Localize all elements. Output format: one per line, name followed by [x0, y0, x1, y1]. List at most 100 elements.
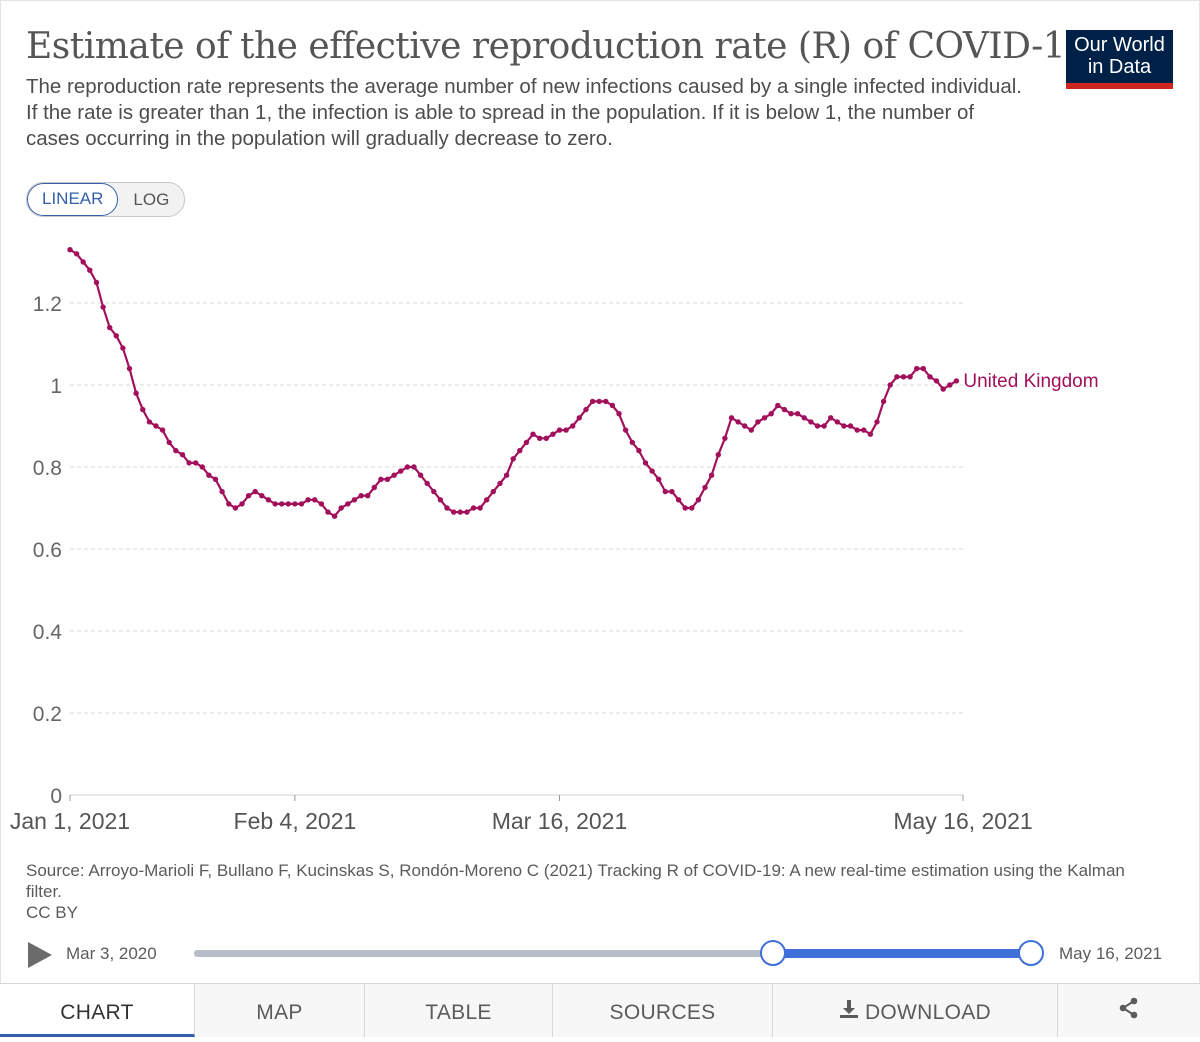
play-icon[interactable]	[28, 942, 52, 968]
data-point	[378, 476, 384, 482]
data-point	[523, 439, 530, 446]
tab-map[interactable]: MAP	[195, 984, 365, 1037]
data-point	[431, 488, 437, 495]
data-point	[279, 501, 285, 507]
data-point	[953, 378, 960, 384]
data-point	[814, 423, 821, 429]
data-point	[702, 484, 708, 491]
data-point	[834, 419, 840, 425]
source-note: Source: Arroyo-Marioli F, Bullano F, Kuc…	[26, 860, 1126, 923]
x-tick-label: Mar 16, 2021	[492, 808, 628, 834]
data-point	[100, 304, 106, 310]
data-point	[232, 505, 239, 511]
data-point	[847, 423, 854, 429]
data-point	[179, 452, 186, 458]
data-point	[675, 497, 682, 503]
data-point	[609, 402, 616, 409]
data-point	[305, 497, 311, 503]
logo-line-2: in Data	[1087, 56, 1152, 78]
tab-sources[interactable]: SOURCES	[553, 984, 773, 1037]
data-point	[365, 493, 371, 499]
data-point	[821, 423, 827, 429]
data-point	[907, 374, 913, 380]
data-point	[292, 501, 298, 507]
data-point	[603, 398, 609, 405]
data-point	[384, 476, 391, 482]
data-point	[351, 497, 358, 503]
data-point	[186, 460, 192, 466]
data-point	[358, 493, 364, 499]
data-point	[874, 419, 880, 425]
chart-title: Estimate of the effective reproduction r…	[26, 26, 1088, 67]
data-point	[722, 435, 728, 441]
data-point	[80, 259, 86, 265]
y-tick-label: 0	[50, 785, 62, 808]
data-point	[570, 423, 576, 429]
data-point	[669, 488, 675, 495]
download-label: DOWNLOAD	[864, 1001, 992, 1024]
data-point	[622, 427, 629, 433]
data-point	[788, 411, 794, 417]
y-tick-label: 1.2	[33, 293, 62, 316]
data-point	[530, 431, 536, 437]
tab-table[interactable]: TABLE	[365, 984, 553, 1037]
data-point	[424, 480, 430, 487]
tab-chart[interactable]: CHART	[0, 984, 195, 1037]
timeline-start-handle[interactable]	[760, 940, 786, 966]
data-point	[894, 374, 900, 380]
data-point	[589, 398, 596, 405]
data-point	[543, 435, 549, 441]
data-point	[159, 427, 166, 433]
data-point	[775, 402, 781, 409]
data-point	[87, 267, 93, 273]
data-point	[437, 497, 444, 503]
share-icon	[1118, 984, 1140, 1041]
data-point	[748, 427, 754, 433]
timeline-end-handle[interactable]	[1018, 940, 1044, 966]
data-point	[550, 431, 556, 437]
data-point	[193, 460, 199, 466]
data-point	[73, 251, 80, 257]
tab-download[interactable]: DOWNLOAD	[773, 984, 1058, 1037]
linear-scale-button[interactable]: LINEAR	[27, 183, 119, 216]
logo-line-1: Our World	[1074, 34, 1165, 56]
download-icon	[839, 985, 859, 1042]
data-point	[484, 497, 490, 503]
data-point	[649, 468, 655, 474]
data-point	[794, 411, 801, 417]
y-tick-label: 0.6	[33, 539, 62, 562]
data-point	[120, 345, 126, 351]
data-point	[417, 472, 424, 478]
data-point	[93, 279, 100, 286]
data-point	[854, 427, 860, 433]
log-scale-button[interactable]: LOG	[133, 190, 170, 209]
data-point	[239, 501, 245, 507]
data-point	[861, 427, 867, 433]
data-point	[272, 501, 278, 507]
data-point	[689, 505, 695, 511]
data-point	[920, 365, 926, 372]
data-point	[629, 439, 635, 446]
owid-logo[interactable]: Our World in Data	[1066, 30, 1173, 89]
tab-share[interactable]	[1058, 984, 1200, 1037]
data-point	[212, 476, 219, 482]
data-point	[464, 509, 470, 515]
data-point	[451, 509, 457, 515]
data-point	[477, 505, 483, 511]
data-point	[298, 501, 305, 507]
data-point	[325, 509, 331, 515]
license-text[interactable]: CC BY	[26, 903, 78, 922]
data-point	[556, 427, 563, 433]
data-point	[206, 472, 212, 478]
x-tick-label: Feb 4, 2021	[234, 808, 357, 834]
timeline-end-label: May 16, 2021	[1059, 944, 1163, 963]
series-label-united-kingdom: United Kingdom	[963, 371, 1098, 392]
data-point	[828, 415, 834, 421]
data-point	[656, 476, 662, 482]
data-point	[867, 431, 874, 437]
data-point	[841, 423, 847, 429]
timeline-track[interactable]	[194, 950, 1030, 957]
data-point	[715, 452, 721, 458]
data-point	[576, 415, 582, 421]
data-point	[682, 505, 688, 511]
